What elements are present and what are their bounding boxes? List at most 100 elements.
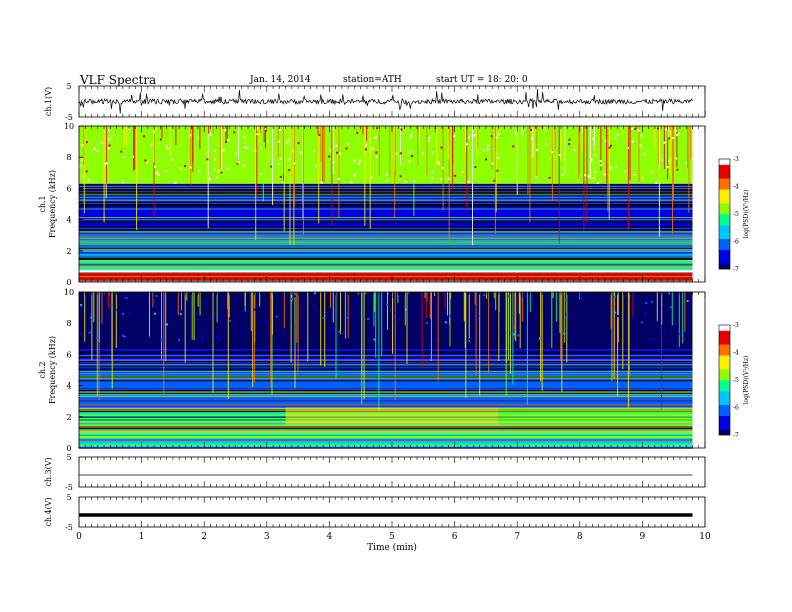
narrowband-gap: [79, 369, 693, 371]
speckle: [157, 173, 160, 176]
x-tick-label: 8: [577, 532, 583, 542]
speckle: [143, 135, 146, 138]
narrowband-line: [79, 377, 693, 379]
speckle: [264, 128, 267, 130]
speckle: [609, 167, 612, 170]
sferic-streak: [464, 292, 466, 348]
sferic-streak: [283, 292, 285, 329]
x-axis-label: Time (min): [367, 542, 417, 553]
y-tick-label: 2: [66, 413, 71, 422]
speckle: [434, 338, 437, 341]
sferic-streak: [347, 292, 349, 339]
speckle: [633, 174, 636, 176]
sferic-streak: [293, 126, 295, 206]
speckle: [122, 180, 124, 183]
narrowband-line: [79, 266, 693, 268]
speckle: [641, 177, 644, 180]
speckle: [645, 301, 648, 304]
speckle: [535, 149, 538, 152]
sferic-streak: [153, 126, 155, 163]
speckle: [487, 144, 490, 147]
sferic-streak: [430, 292, 432, 362]
colorbar-cell: [719, 347, 730, 351]
sferic-streak: [255, 126, 257, 240]
sferic-streak: [608, 126, 610, 220]
speckle: [297, 142, 300, 145]
y-tick-label: 4: [66, 216, 71, 225]
speckle: [660, 159, 663, 162]
sferic-streak: [560, 292, 562, 362]
colorbar-cell: [719, 391, 730, 395]
speckle: [604, 139, 607, 142]
sferic-streak: [690, 126, 692, 160]
speckle: [122, 312, 125, 315]
speckle: [79, 164, 82, 167]
speckle: [279, 175, 282, 178]
narrowband-line: [79, 430, 693, 432]
speckle: [545, 143, 548, 146]
speckle: [592, 177, 595, 179]
narrowband-line: [79, 371, 693, 373]
speckle: [95, 336, 98, 339]
sferic-streak: [476, 126, 478, 156]
colorbar-cell: [719, 167, 730, 171]
sferic-streak: [318, 126, 320, 224]
sferic-streak: [529, 292, 531, 312]
sferic-streak: [486, 292, 487, 299]
speckle: [666, 166, 669, 169]
sferic-streak: [256, 126, 258, 131]
colorbar-cell: [719, 413, 730, 417]
speckle: [260, 147, 262, 149]
speckle: [509, 332, 512, 335]
sferic-streak: [364, 126, 366, 146]
sferic-streak: [364, 126, 366, 226]
narrowband-gap: [79, 229, 693, 231]
speckle: [375, 151, 378, 154]
speckle: [422, 152, 425, 155]
colorbar-cell: [719, 371, 730, 375]
speckle: [639, 144, 642, 147]
sferic-streak: [613, 292, 615, 380]
colorbar-cell: [719, 407, 730, 411]
x-tick-label: 1: [139, 532, 145, 542]
speckle: [79, 332, 82, 335]
speckle: [431, 171, 434, 174]
colorbar-cell: [719, 429, 730, 433]
narrowband-line: [79, 425, 693, 427]
speckle: [275, 315, 278, 318]
speckle: [477, 315, 480, 318]
speckle: [671, 137, 674, 140]
sferic-streak: [559, 292, 561, 333]
station-label: station=ATH: [343, 75, 402, 85]
colorbar-cell: [719, 399, 730, 403]
speckle: [152, 131, 155, 134]
sferic-streak: [152, 292, 154, 308]
narrowband-line: [79, 359, 693, 361]
sferic-streak: [344, 292, 346, 339]
sferic-streak: [617, 292, 619, 397]
speckle: [260, 172, 263, 175]
speckle: [610, 144, 612, 147]
speckle: [631, 127, 634, 130]
speckle: [431, 151, 434, 154]
x-tick-label: 9: [640, 532, 646, 542]
colorbar-cell: [719, 205, 730, 209]
narrowband-line: [79, 256, 693, 257]
narrowband-line: [79, 250, 693, 252]
speckle: [614, 295, 617, 298]
speckle: [520, 292, 523, 295]
colorbar-cell: [719, 241, 730, 245]
speckle: [216, 176, 218, 179]
speckle: [373, 338, 376, 341]
sferic-streak: [560, 126, 562, 162]
speckle: [286, 141, 289, 144]
y-tick-label: 8: [66, 153, 71, 162]
speckle: [493, 179, 496, 182]
speckle: [631, 140, 634, 143]
x-tick-label: 5: [389, 532, 395, 542]
speckle: [88, 331, 91, 334]
speckle: [110, 304, 113, 307]
sferic-streak: [320, 126, 322, 162]
speckle: [213, 150, 216, 153]
speckle: [279, 129, 282, 131]
